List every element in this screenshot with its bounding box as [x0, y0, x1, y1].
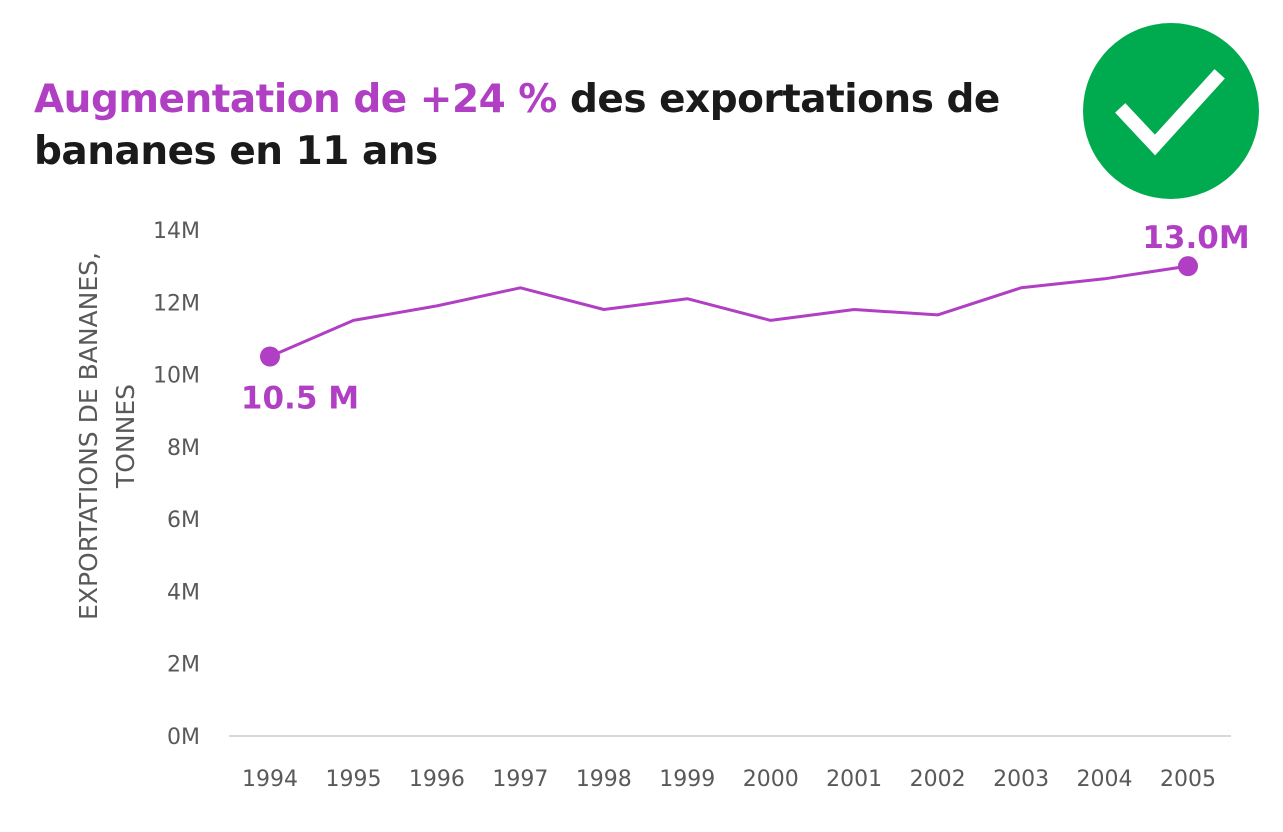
x-tick-label: 2001 [826, 767, 882, 792]
x-tick-label: 2004 [1077, 767, 1133, 792]
series-line [268, 264, 1190, 358]
x-tick-label: 2000 [743, 767, 799, 792]
title-rest: des exportations de bananes en 11 ans [34, 77, 1000, 174]
x-tick-label: 2005 [1160, 767, 1216, 792]
title-highlight: Augmentation de +24 % [34, 77, 557, 122]
y-axis-ticks: 0M 2M 4M 6M 8M 10M 12M 14M [153, 219, 200, 750]
checkmark-icon [1083, 23, 1259, 199]
x-tick-label: 1995 [325, 767, 381, 792]
y-tick-label: 10M [153, 364, 200, 389]
x-tick-label: 2002 [910, 767, 966, 792]
data-label: 13.0M [1142, 220, 1249, 256]
data-label: 10.5 M [241, 381, 359, 417]
x-tick-label: 1996 [409, 767, 465, 792]
y-tick-label: 6M [167, 508, 200, 533]
y-axis-label-line: TONNES [111, 384, 140, 489]
y-tick-label: 2M [167, 653, 200, 678]
y-tick-label: 4M [167, 580, 200, 605]
y-axis-label-line: EXPORTATIONS DE BANANES, [74, 252, 103, 620]
x-axis-ticks: 1994 1995 1996 1997 1998 1999 2000 2001 2002 2003… [242, 767, 1216, 792]
endpoint-marker [1178, 256, 1198, 277]
x-tick-label: 2003 [993, 767, 1049, 792]
x-tick-label: 1998 [576, 767, 632, 792]
y-tick-label: 12M [153, 291, 200, 316]
endpoint-marker [260, 346, 280, 367]
check-badge [1083, 23, 1259, 199]
chart-title: Augmentation de +24 % des exportations d… [34, 74, 1074, 178]
x-tick-label: 1997 [492, 767, 548, 792]
y-tick-label: 8M [167, 436, 200, 461]
x-tick-label: 1999 [659, 767, 715, 792]
y-axis-label: EXPORTATIONS DE BANANES, TONNES [74, 252, 140, 620]
y-tick-label: 0M [167, 725, 200, 750]
annotations: 10.5 M 13.0M [241, 220, 1250, 416]
x-tick-label: 1994 [242, 767, 298, 792]
y-tick-label: 14M [153, 219, 200, 244]
